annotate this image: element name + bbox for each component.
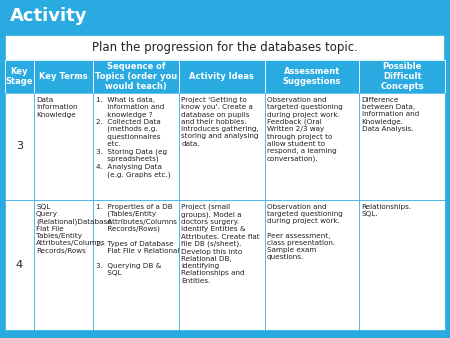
Bar (5, 93, 34, 200)
Text: Key
Stage: Key Stage (5, 67, 33, 86)
Bar (0, 330, 450, 338)
Text: Possible
Difficult
Concepts: Possible Difficult Concepts (380, 62, 424, 91)
Text: Project 'Getting to
know you'. Create a
database on pupils
and their hobbies.
In: Project 'Getting to know you'. Create a … (181, 97, 259, 146)
Bar (265, 93, 359, 200)
Bar (34, 200, 93, 330)
Text: Key Terms: Key Terms (39, 72, 88, 81)
Bar (179, 93, 265, 200)
Bar (359, 93, 445, 200)
Bar (0, 0, 450, 32)
Bar (265, 200, 359, 330)
Bar (265, 60, 359, 93)
Text: SQL
Query
(Relational)Database
Flat File
Tables/Entity
Attributes/Columns
Record: SQL Query (Relational)Database Flat File… (36, 204, 112, 254)
Text: 1.  What is data,
     information and
     knowledge ?
2.  Collected Data
     : 1. What is data, information and knowled… (95, 97, 170, 177)
Bar (93, 200, 179, 330)
Text: Assessment
Suggestions: Assessment Suggestions (283, 67, 341, 86)
Text: Difference
between Data,
Information and
Knowledge.
Data Analysis.: Difference between Data, Information and… (362, 97, 419, 132)
Text: Relationships.
SQL.: Relationships. SQL. (362, 204, 412, 217)
Bar (179, 200, 265, 330)
Text: Plan the progression for the databases topic.: Plan the progression for the databases t… (92, 41, 358, 54)
Text: Sequence of
Topics (order you
would teach): Sequence of Topics (order you would teac… (95, 62, 177, 91)
Text: 3: 3 (16, 141, 23, 151)
Text: Observation and
targeted questioning
during project work.

Peer assessment,
clas: Observation and targeted questioning dur… (267, 204, 343, 260)
Text: 1.  Properties of a DB
     (Tables/Entity
     Attributes/Columns
     Records/: 1. Properties of a DB (Tables/Entity Att… (95, 204, 179, 276)
Bar (179, 60, 265, 93)
Bar (5, 35, 445, 330)
Bar (93, 93, 179, 200)
Text: Project (small
groups). Model a
doctors surgery.
Identify Entities &
Attributes.: Project (small groups). Model a doctors … (181, 204, 260, 284)
Bar (34, 60, 93, 93)
Text: Activity Ideas: Activity Ideas (189, 72, 254, 81)
Text: Data
Information
Knowledge: Data Information Knowledge (36, 97, 77, 118)
Bar (93, 60, 179, 93)
Text: Activity: Activity (10, 7, 87, 25)
Text: Observation and
targeted questioning
during project work.
Feedback (Oral
Written: Observation and targeted questioning dur… (267, 97, 343, 162)
Bar (5, 200, 34, 330)
Text: 4: 4 (16, 260, 23, 270)
Bar (359, 200, 445, 330)
Bar (5, 60, 34, 93)
Bar (34, 93, 93, 200)
Bar (359, 60, 445, 93)
